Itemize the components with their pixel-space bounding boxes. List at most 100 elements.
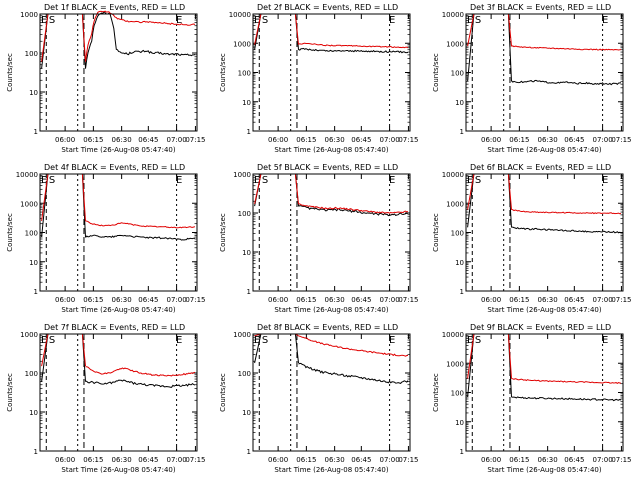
x-tick-label: 06:15	[83, 136, 103, 144]
x-tick-label: 07:15	[185, 456, 205, 464]
x-tick-label: 06:00	[55, 296, 75, 304]
interval-marker: E	[389, 335, 395, 346]
x-tick-label: 07:15	[611, 296, 631, 304]
y-tick-label: 1	[460, 448, 464, 456]
x-tick-label: 06:00	[55, 456, 75, 464]
x-tick-label: 06:30	[112, 296, 132, 304]
y-tick-label: 1000	[233, 171, 251, 179]
panel-title: Det 1f BLACK = Events, RED = LLD	[44, 3, 185, 12]
y-axis-label: Counts/sec	[6, 53, 14, 92]
panel-8: Det 8f BLACK = Events, RED = LLD Counts/s…	[219, 323, 419, 474]
x-tick-label: 06:45	[351, 136, 371, 144]
x-tick-label: 06:45	[351, 456, 371, 464]
y-tick-label: 100	[238, 210, 251, 218]
interval-marker: E	[467, 15, 473, 26]
interval-marker: S	[475, 15, 481, 26]
x-axis-label: Start Time (26-Aug-08 05:47:40)	[487, 466, 601, 474]
y-tick-label: 10	[455, 419, 464, 427]
interval-marker: S	[49, 335, 55, 346]
x-tick-label: 06:15	[296, 296, 316, 304]
x-tick-label: 07:15	[398, 296, 418, 304]
x-tick-label: 07:00	[592, 296, 612, 304]
x-tick-label: 07:15	[185, 136, 205, 144]
plot-frame	[252, 13, 411, 132]
plot-frame	[465, 173, 624, 292]
x-axis-label: Start Time (26-Aug-08 05:47:40)	[487, 146, 601, 154]
x-tick-label: 06:00	[481, 456, 501, 464]
y-tick-label: 1000	[446, 40, 464, 48]
plot-frame	[39, 13, 198, 132]
interval-marker: E	[176, 175, 182, 186]
x-axis-label: Start Time (26-Aug-08 05:47:40)	[61, 466, 175, 474]
y-axis-label: Counts/sec	[6, 213, 14, 252]
y-tick-label: 1	[34, 288, 38, 296]
x-tick-label: 06:15	[83, 296, 103, 304]
interval-marker: E	[389, 15, 395, 26]
x-tick-label: 06:45	[564, 456, 584, 464]
x-tick-label: 07:00	[592, 136, 612, 144]
x-axis-label: Start Time (26-Aug-08 05:47:40)	[274, 146, 388, 154]
panel-6: Det 6f BLACK = Events, RED = LLD Counts/s…	[432, 163, 632, 314]
interval-marker: S	[262, 335, 268, 346]
x-tick-label: 06:00	[55, 136, 75, 144]
y-tick-label: 100	[238, 70, 251, 78]
y-tick-label: 1	[34, 448, 38, 456]
y-tick-label: 100	[451, 230, 464, 238]
x-tick-label: 06:15	[83, 456, 103, 464]
plot-frame	[39, 333, 198, 452]
y-axis-label: Counts/sec	[432, 53, 440, 92]
y-tick-label: 10	[455, 259, 464, 267]
x-tick-label: 06:45	[351, 296, 371, 304]
panel-5: Det 5f BLACK = Events, RED = LLD Counts/s…	[219, 163, 419, 314]
x-tick-label: 07:00	[379, 456, 399, 464]
interval-marker: E	[602, 335, 608, 346]
panel-7: Det 7f BLACK = Events, RED = LLD Counts/s…	[6, 323, 206, 474]
y-tick-label: 1000	[20, 11, 38, 19]
x-tick-label: 06:30	[112, 456, 132, 464]
x-tick-label: 06:15	[509, 296, 529, 304]
x-tick-label: 06:45	[564, 296, 584, 304]
x-tick-label: 06:00	[268, 136, 288, 144]
x-tick-label: 06:15	[509, 136, 529, 144]
panel-title: Det 4f BLACK = Events, RED = LLD	[44, 163, 185, 172]
panel-title: Det 9f BLACK = Events, RED = LLD	[470, 323, 611, 332]
x-tick-label: 06:45	[564, 136, 584, 144]
events-series	[254, 173, 409, 217]
interval-marker: S	[475, 335, 481, 346]
events-series	[467, 13, 622, 86]
y-tick-label: 100	[238, 370, 251, 378]
x-tick-label: 06:15	[296, 136, 316, 144]
interval-marker: E	[602, 175, 608, 186]
lld-series	[467, 173, 622, 215]
x-tick-label: 06:30	[538, 136, 558, 144]
y-tick-label: 100	[451, 70, 464, 78]
x-tick-label: 07:00	[379, 136, 399, 144]
y-tick-label: 10	[242, 249, 251, 257]
plot-frame	[252, 333, 411, 452]
x-tick-label: 06:00	[268, 296, 288, 304]
x-axis-label: Start Time (26-Aug-08 05:47:40)	[274, 466, 388, 474]
y-tick-label: 1	[460, 128, 464, 136]
events-series	[41, 173, 195, 241]
interval-marker: E	[176, 15, 182, 26]
x-tick-label: 07:00	[166, 296, 186, 304]
panel-title: Det 3f BLACK = Events, RED = LLD	[470, 3, 611, 12]
x-tick-label: 06:30	[325, 456, 345, 464]
panel-title: Det 6f BLACK = Events, RED = LLD	[470, 163, 611, 172]
y-tick-label: 10	[242, 409, 251, 417]
y-axis-label: Counts/sec	[219, 373, 227, 412]
lld-series	[254, 173, 409, 214]
x-tick-label: 06:30	[112, 136, 132, 144]
x-tick-label: 06:15	[296, 456, 316, 464]
x-tick-label: 06:45	[138, 296, 158, 304]
interval-marker: S	[49, 175, 55, 186]
interval-marker: E	[602, 15, 608, 26]
interval-marker: E	[41, 335, 47, 346]
events-series	[467, 333, 622, 402]
panel-4: Det 4f BLACK = Events, RED = LLD Counts/s…	[6, 163, 206, 314]
events-series	[41, 10, 196, 69]
y-tick-label: 10000	[229, 11, 251, 19]
x-tick-label: 06:30	[538, 296, 558, 304]
y-tick-label: 10	[455, 99, 464, 107]
